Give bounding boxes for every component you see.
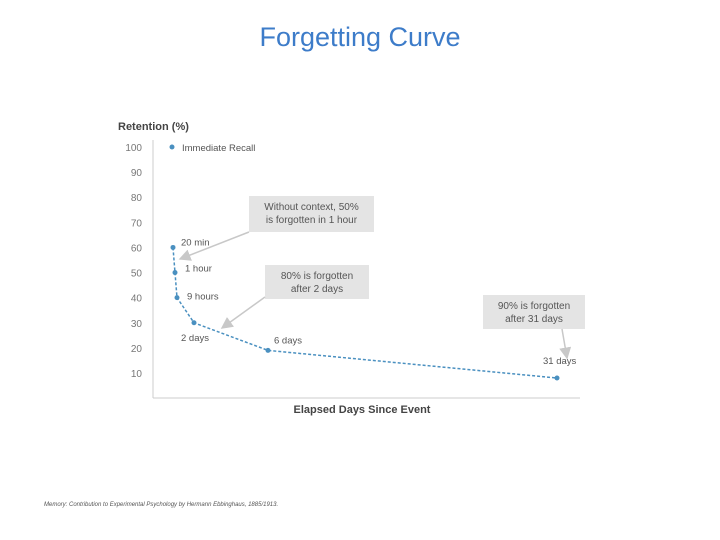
y-tick-label: 90 — [131, 168, 143, 179]
y-tick-label: 20 — [131, 344, 143, 355]
data-label: 1 hour — [185, 264, 212, 275]
x-axis-title: Elapsed Days Since Event — [294, 404, 431, 416]
callout-31-days-arrow — [559, 328, 572, 360]
data-point — [174, 295, 180, 301]
data-label: 2 days — [181, 333, 209, 344]
data-label: Immediate Recall — [182, 143, 255, 154]
data-point — [170, 244, 176, 250]
y-tick-label: 50 — [131, 269, 143, 280]
y-tick-label: 80 — [131, 193, 143, 204]
y-tick-label: 40 — [131, 294, 143, 305]
data-point — [554, 375, 560, 381]
citation: Memory: Contribution to Experimental Psy… — [44, 502, 279, 508]
callout-2-days-text: 80% is forgotten — [281, 271, 353, 282]
callout-31-days-text: after 31 days — [505, 314, 563, 325]
callout-31-days-box — [483, 295, 585, 329]
data-label: 20 min — [181, 237, 210, 248]
y-axis-title: Retention (%) — [118, 121, 189, 133]
data-label: 6 days — [274, 335, 302, 346]
data-point — [191, 320, 197, 326]
slide-title: Forgetting Curve — [259, 22, 461, 52]
retention-series-line — [172, 247, 558, 379]
data-point — [265, 347, 271, 353]
y-tick-label: 30 — [131, 319, 143, 330]
callout-2-days-arrow — [220, 296, 266, 329]
data-point — [172, 270, 178, 276]
data-label: 9 hours — [187, 292, 219, 303]
callout-31-days-text: 90% is forgotten — [498, 301, 570, 312]
callout-2-days-text: after 2 days — [291, 284, 343, 295]
callout-1-hour-arrow — [178, 231, 250, 261]
callout-2-days-box — [265, 265, 369, 299]
callout-1-hour-text: Without context, 50% — [264, 202, 359, 213]
data-label: 31 days — [543, 356, 577, 367]
callout-1-hour-box — [249, 196, 374, 232]
y-tick-label: 100 — [125, 143, 142, 154]
callout-1-hour-text: is forgotten in 1 hour — [266, 215, 358, 226]
y-tick-label: 60 — [131, 243, 143, 254]
y-tick-label: 10 — [131, 369, 143, 380]
data-point — [169, 144, 175, 150]
y-tick-label: 70 — [131, 218, 143, 229]
